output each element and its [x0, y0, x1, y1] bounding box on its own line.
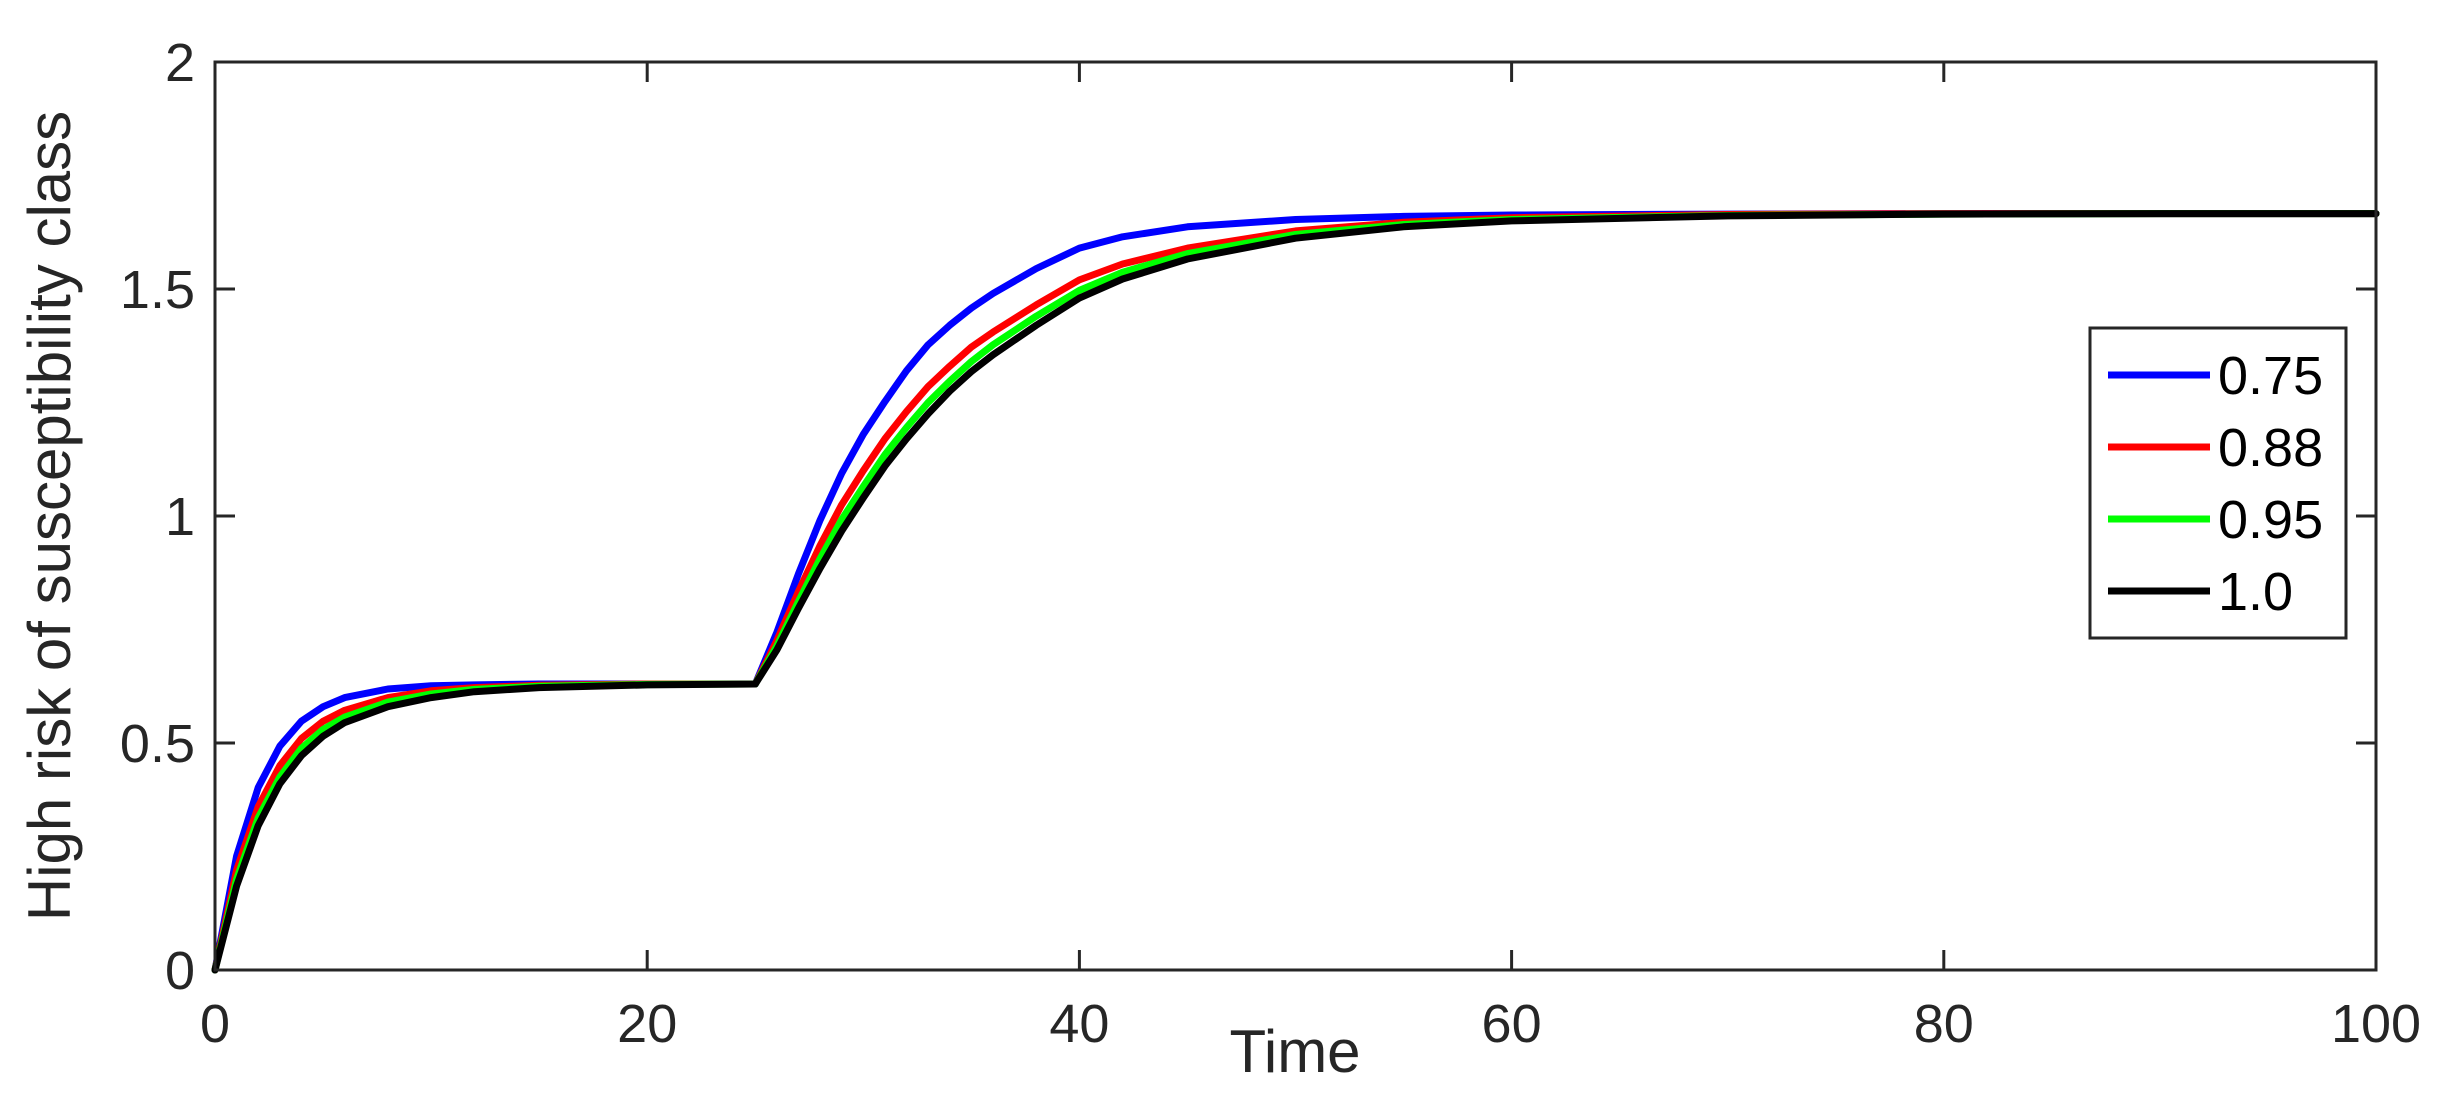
legend-box [2088, 326, 2348, 640]
series-line-1.0 [211, 210, 2380, 974]
x-axis-label: Time [1229, 1018, 1360, 1085]
x-tick-label: 20 [617, 994, 677, 1054]
legend-label: 0.75 [2218, 346, 2323, 406]
legend: 0.75 0.88 0.95 1.0 [2088, 326, 2348, 640]
series-line-0.75 [211, 210, 2380, 974]
x-tick-label: 100 [2331, 994, 2421, 1054]
plot-area-background [215, 62, 2376, 970]
y-tick-label: 1.5 [120, 260, 195, 320]
x-tick-label: 0 [200, 994, 230, 1054]
y-axis-label: High risk of susceptibility class [16, 111, 83, 921]
plot-area-frame [213, 60, 2378, 972]
series-lines [211, 210, 2380, 974]
x-tick-label: 40 [1049, 994, 1109, 1054]
y-tick-labels: 0 0.5 1 1.5 2 [120, 33, 195, 1001]
y-tick-label: 0.5 [120, 714, 195, 774]
x-tick-labels: 0 20 40 60 80 100 [200, 994, 2421, 1054]
legend-label: 0.88 [2218, 418, 2323, 478]
y-tick-label: 2 [165, 33, 195, 93]
x-tick-label: 80 [1914, 994, 1974, 1054]
y-tick-label: 1 [165, 487, 195, 547]
y-tick-label: 0 [165, 941, 195, 1001]
legend-label: 1.0 [2218, 562, 2293, 622]
x-tick-label: 60 [1482, 994, 1542, 1054]
legend-label: 0.95 [2218, 490, 2323, 550]
